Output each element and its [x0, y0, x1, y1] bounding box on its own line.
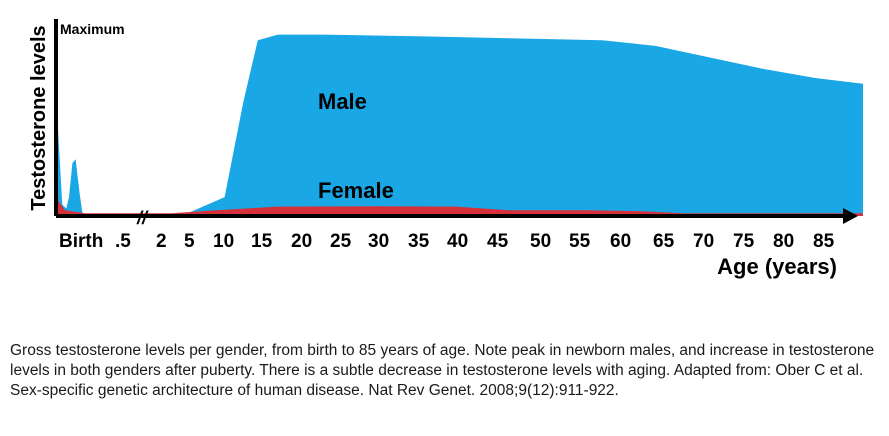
x-tick-label: 75	[733, 231, 755, 252]
x-tick-label: 85	[813, 231, 835, 252]
x-axis-title: Age (years)	[717, 254, 837, 279]
x-tick-label: 70	[693, 231, 714, 252]
x-tick-label: 15	[251, 231, 273, 252]
x-tick-label: 65	[653, 231, 675, 252]
x-tick-label: 25	[330, 231, 352, 252]
y-max-label: Maximum	[60, 21, 125, 37]
x-tick-label: 80	[773, 231, 794, 252]
axis-break: //	[136, 208, 149, 228]
male-area	[57, 27, 863, 216]
x-tick-label: Birth	[59, 231, 103, 252]
x-tick-label: 45	[487, 231, 509, 252]
x-tick-label: 5	[184, 231, 195, 252]
x-tick-label: .5	[115, 231, 131, 252]
testosterone-area-chart: // Male Female Maximum Testosterone leve…	[28, 19, 863, 279]
x-tick-label: 10	[213, 231, 234, 252]
x-tick-label: 35	[408, 231, 430, 252]
x-tick-labels: Birth .5 2 5 10 15 20 25 30 35 40 45 50 55 60 65 70 75 80 8…	[59, 231, 835, 252]
x-tick-label: 20	[291, 231, 312, 252]
y-axis-title: Testosterone levels	[28, 25, 50, 210]
x-axis-arrowhead	[843, 208, 858, 224]
x-tick-label: 40	[447, 231, 468, 252]
x-tick-label: 55	[569, 231, 591, 252]
series-label-male: Male	[318, 89, 367, 114]
x-tick-label: 2	[156, 231, 167, 252]
x-tick-label: 50	[530, 231, 551, 252]
x-tick-label: 30	[368, 231, 389, 252]
figure-caption: Gross testosterone levels per gender, fr…	[10, 342, 875, 399]
x-tick-label: 60	[610, 231, 631, 252]
series-label-female: Female	[318, 178, 394, 203]
